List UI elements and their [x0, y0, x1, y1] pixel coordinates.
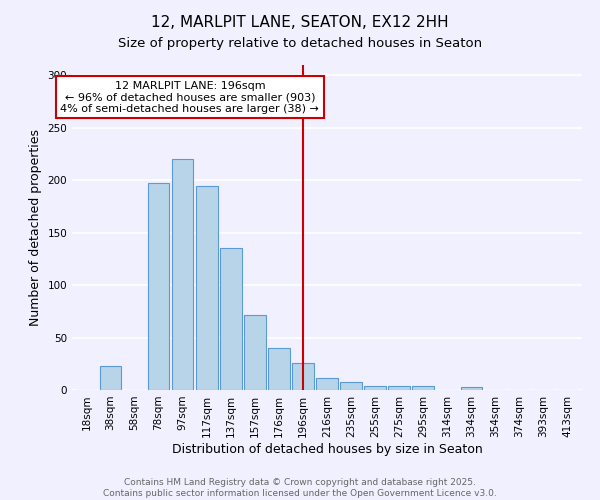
Bar — [292, 362, 314, 390]
Bar — [100, 366, 121, 390]
Bar — [196, 186, 218, 390]
Bar — [316, 378, 338, 390]
Bar — [220, 248, 242, 390]
Bar — [340, 382, 362, 390]
Y-axis label: Number of detached properties: Number of detached properties — [29, 129, 42, 326]
Text: Size of property relative to detached houses in Seaton: Size of property relative to detached ho… — [118, 38, 482, 51]
Bar — [172, 160, 193, 390]
Bar — [461, 387, 482, 390]
Bar — [268, 348, 290, 390]
Bar — [148, 184, 169, 390]
Bar — [412, 386, 434, 390]
X-axis label: Distribution of detached houses by size in Seaton: Distribution of detached houses by size … — [172, 442, 482, 456]
Text: Contains HM Land Registry data © Crown copyright and database right 2025.
Contai: Contains HM Land Registry data © Crown c… — [103, 478, 497, 498]
Bar — [364, 386, 386, 390]
Bar — [388, 386, 410, 390]
Text: 12 MARLPIT LANE: 196sqm
← 96% of detached houses are smaller (903)
4% of semi-de: 12 MARLPIT LANE: 196sqm ← 96% of detache… — [61, 80, 319, 114]
Text: 12, MARLPIT LANE, SEATON, EX12 2HH: 12, MARLPIT LANE, SEATON, EX12 2HH — [151, 15, 449, 30]
Bar — [244, 314, 266, 390]
